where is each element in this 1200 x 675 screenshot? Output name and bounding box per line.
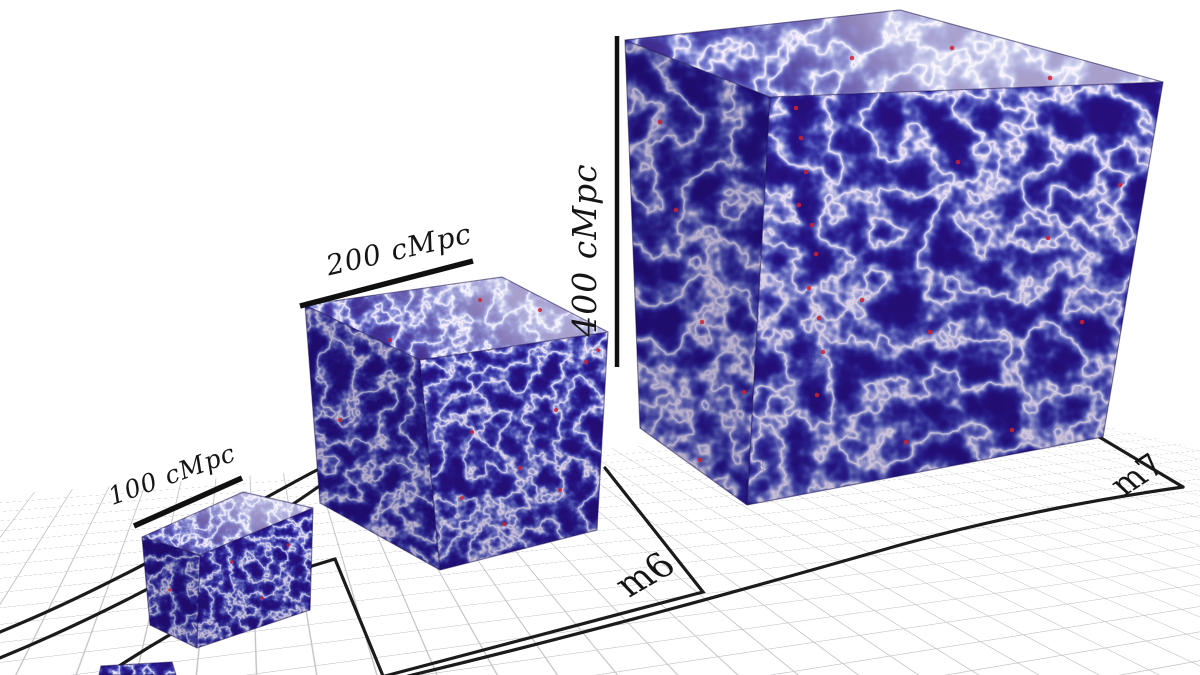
cube-400-halo-dots	[657, 45, 1123, 463]
cube-200-halo-dots	[338, 298, 600, 526]
cube-200-edges	[304, 276, 609, 571]
scale-bar-200	[299, 258, 474, 309]
cube-400	[624, 9, 1164, 506]
cube-100-edges	[141, 491, 314, 649]
mini-cube-sliver	[98, 661, 177, 675]
floor-arc-4	[406, 485, 1185, 675]
scale-bar-100	[132, 475, 244, 529]
m6-footprint-left-edge	[333, 557, 385, 675]
cube-100	[141, 491, 314, 649]
scale-label-400-cmpc: 400 cMpc	[565, 163, 604, 337]
cube-400-edges	[624, 9, 1164, 506]
cube-100-halo-dots	[168, 543, 290, 600]
m6-footprint-right-corner	[383, 466, 706, 675]
cube-400-left-face	[625, 40, 770, 505]
m7-footprint-corner	[1094, 433, 1185, 489]
